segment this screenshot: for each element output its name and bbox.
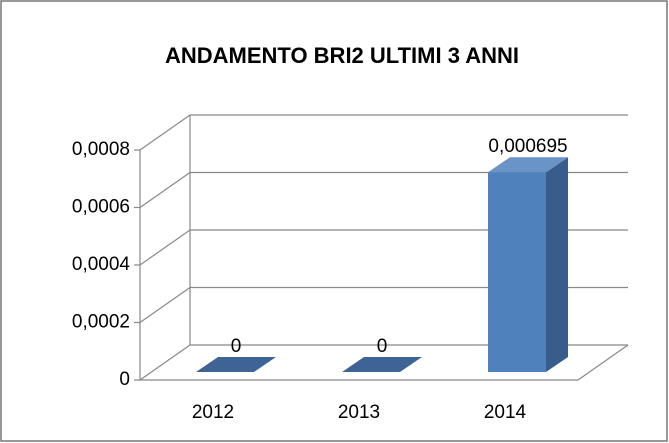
chart-title: ANDAMENTO BRI2 ULTIMI 3 ANNI xyxy=(165,43,519,68)
x-tick-label: 2014 xyxy=(484,402,527,423)
x-tick-label: 2013 xyxy=(338,402,380,423)
bar xyxy=(196,357,276,372)
x-tick-label: 2012 xyxy=(192,402,234,423)
data-label: 0 xyxy=(231,336,242,357)
bar xyxy=(488,157,568,372)
grid-line xyxy=(139,344,191,381)
y-tick-label: 0,0006 xyxy=(72,197,130,218)
data-label: 0,000695 xyxy=(488,136,567,157)
bar-front xyxy=(488,172,546,372)
floor-line xyxy=(577,344,629,381)
y-tick-label: 0,0002 xyxy=(72,312,130,333)
grid-line xyxy=(139,287,191,323)
bar-top xyxy=(342,357,422,372)
grid-line xyxy=(139,229,191,266)
bar-side xyxy=(546,157,568,372)
y-tick-label: 0,0004 xyxy=(72,254,131,275)
bar-top xyxy=(488,157,568,173)
grid-line xyxy=(139,172,191,208)
bar-top xyxy=(196,357,276,372)
bar xyxy=(342,357,422,372)
y-tick-label: 0,0008 xyxy=(72,139,130,160)
data-label: 0 xyxy=(377,336,388,357)
y-tick-label: 0 xyxy=(119,369,130,390)
grid-line xyxy=(139,114,191,151)
